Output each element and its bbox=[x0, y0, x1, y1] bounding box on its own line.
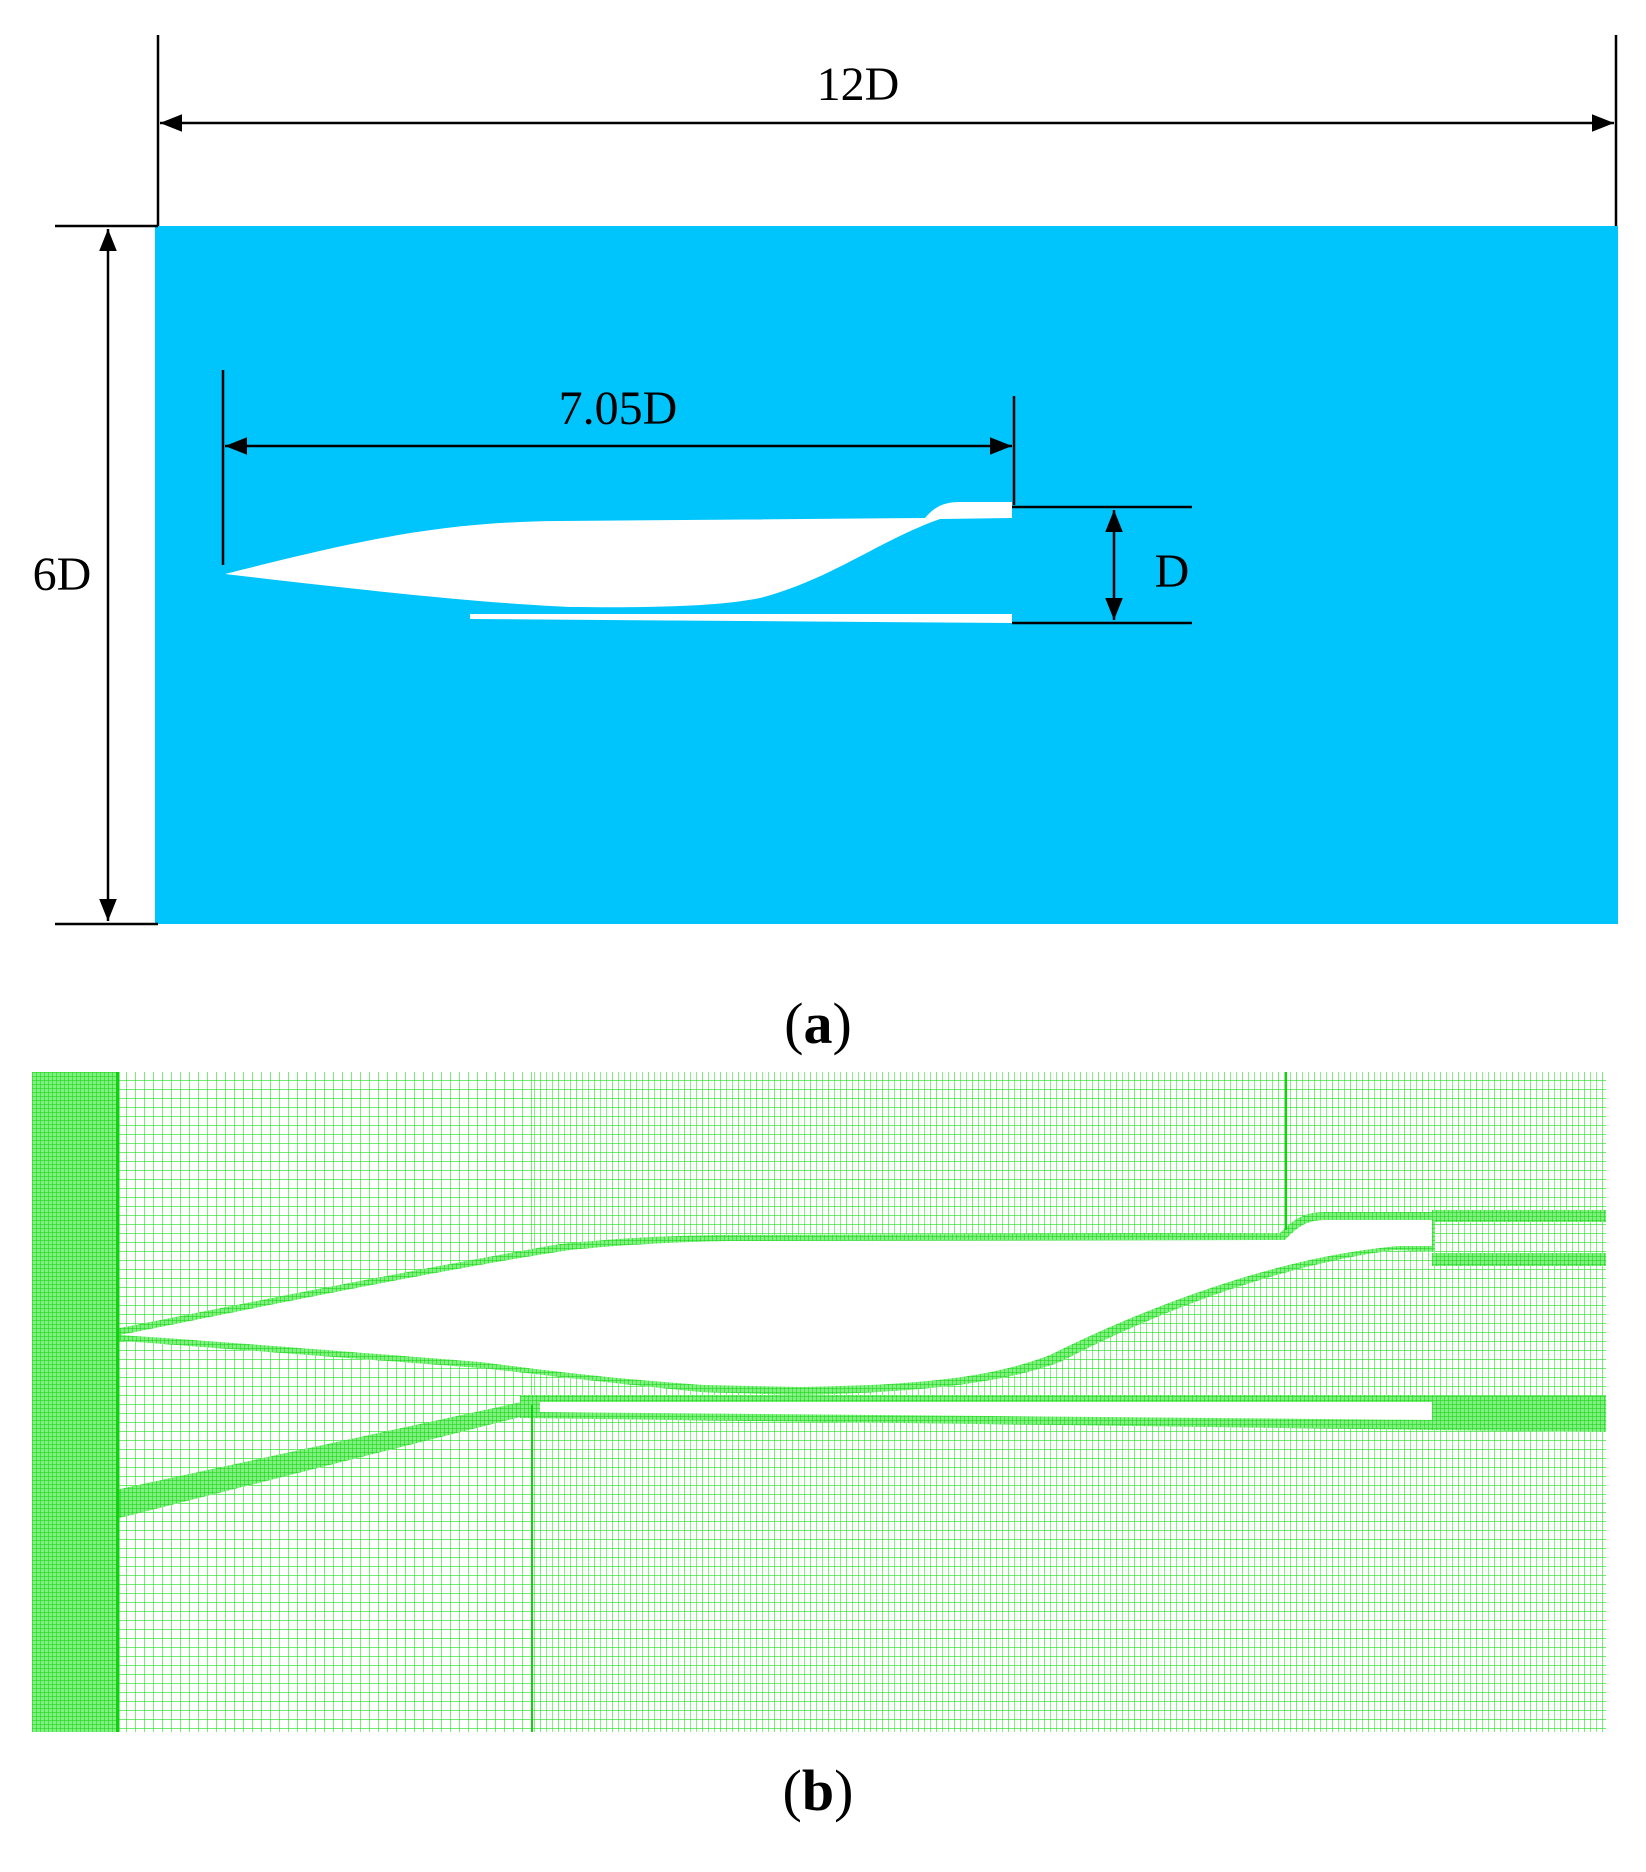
caption-a: (a) bbox=[784, 991, 852, 1056]
mesh-wake-band bbox=[1430, 1396, 1606, 1432]
mesh-body-lower-strip bbox=[540, 1402, 1432, 1420]
body-lower-strip bbox=[470, 614, 1012, 623]
length-label: 7.05D bbox=[559, 382, 678, 435]
panel-b bbox=[32, 1072, 1606, 1732]
panel-a: 12D 6D 7.05D D bbox=[33, 35, 1618, 926]
mesh-lower-diagonal-band bbox=[32, 1398, 540, 1540]
mesh-inlet-refinement bbox=[32, 1072, 118, 1732]
mesh-upper-wake-band bbox=[1432, 1210, 1606, 1222]
caption-b: (b) bbox=[783, 1758, 854, 1823]
diameter-label: D bbox=[1155, 545, 1190, 598]
caption-a-letter: a bbox=[804, 991, 833, 1056]
mesh-lower-wake-band bbox=[1432, 1253, 1606, 1266]
caption-b-letter: b bbox=[802, 1758, 834, 1823]
mesh-fan-region bbox=[1060, 1276, 1432, 1398]
width-label: 12D bbox=[817, 58, 900, 111]
height-label: 6D bbox=[33, 548, 92, 601]
body-upper-profile bbox=[225, 502, 1012, 608]
mesh-body bbox=[120, 1220, 1432, 1387]
